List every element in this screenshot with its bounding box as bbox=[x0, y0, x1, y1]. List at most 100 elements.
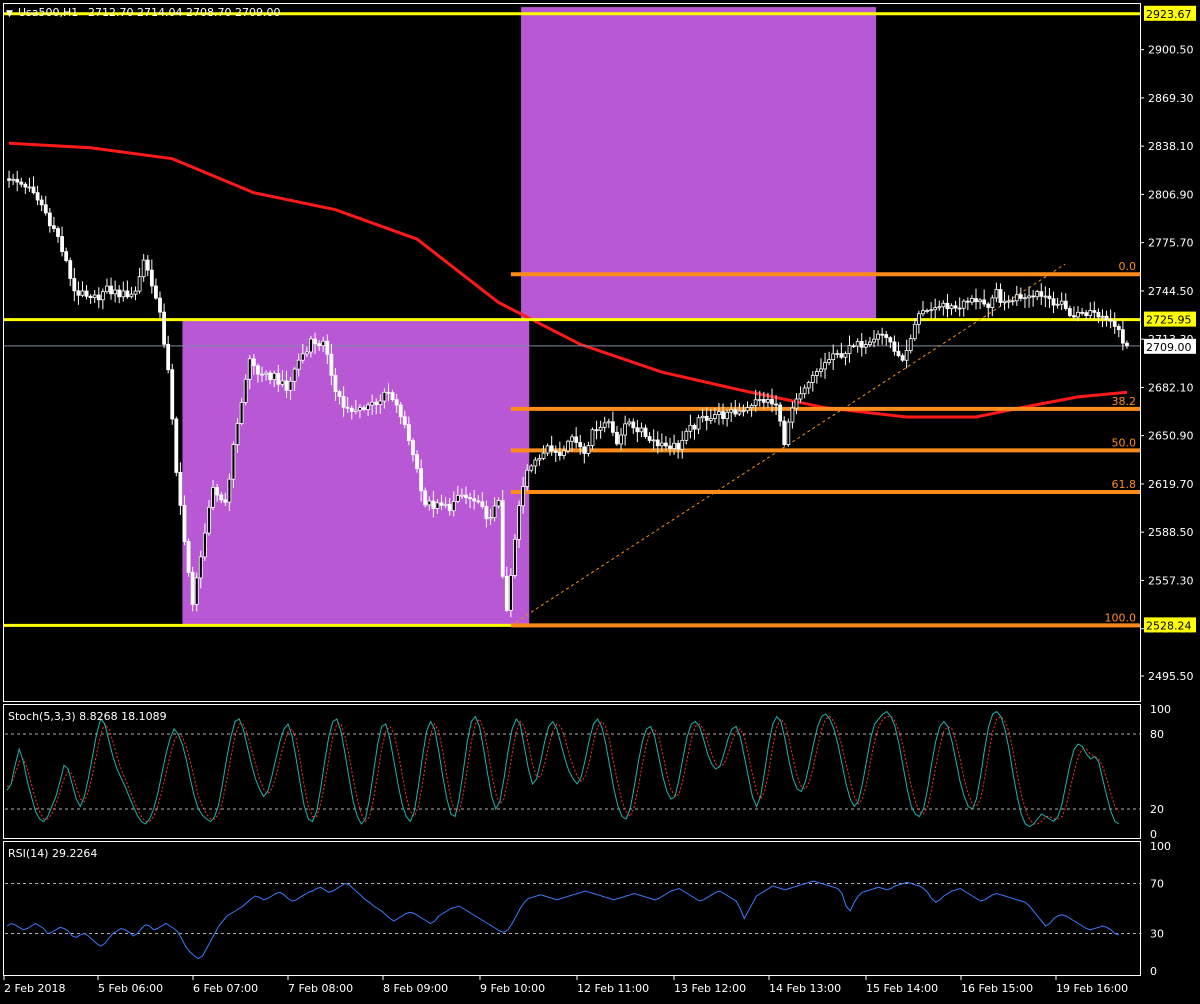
current-price-box bbox=[1144, 338, 1196, 354]
candle-body bbox=[741, 410, 746, 413]
candle-body bbox=[76, 290, 81, 296]
candle-body bbox=[1084, 312, 1089, 316]
price-tick-label-5: 2744.50 bbox=[1148, 285, 1194, 298]
price-tick-label-0: 2900.50 bbox=[1148, 44, 1194, 57]
candle-body bbox=[268, 372, 273, 380]
candle-body bbox=[80, 290, 85, 296]
candle-body bbox=[337, 391, 342, 397]
candle-body bbox=[912, 323, 917, 340]
candle-body bbox=[1047, 295, 1052, 300]
stoch-axis-label-2: 20 bbox=[1150, 803, 1164, 816]
candle-body bbox=[1023, 297, 1027, 300]
candle-body bbox=[712, 414, 717, 419]
candle-body bbox=[386, 391, 391, 394]
candle-body bbox=[855, 341, 860, 347]
candle-body bbox=[178, 472, 183, 506]
candle-body bbox=[566, 440, 570, 452]
candle-body bbox=[480, 501, 485, 507]
candle-body bbox=[309, 338, 313, 353]
time-tick-label-5: 9 Feb 10:00 bbox=[480, 982, 545, 995]
candle-body bbox=[831, 353, 836, 361]
candle-body bbox=[358, 407, 362, 411]
moving-average-layer bbox=[8, 141, 1128, 419]
candle-body bbox=[1031, 295, 1036, 298]
candle-body bbox=[113, 289, 118, 295]
candle-body bbox=[304, 351, 309, 355]
candle-body bbox=[1018, 294, 1023, 299]
candle-body bbox=[623, 423, 628, 436]
zones-layer bbox=[182, 7, 877, 626]
candle-body bbox=[19, 181, 24, 185]
candle-body bbox=[986, 303, 991, 308]
candle-body bbox=[533, 459, 538, 467]
candle-body bbox=[472, 498, 477, 502]
ohlc-label: 2712.70 2714.04 2708.70 2709.00 bbox=[88, 6, 280, 19]
candle-body bbox=[639, 427, 644, 433]
candle-body bbox=[341, 396, 346, 408]
candle-body bbox=[272, 372, 277, 380]
candle-body bbox=[1010, 300, 1015, 303]
candle-body bbox=[672, 442, 676, 450]
candle-body bbox=[1059, 300, 1064, 305]
candle-body bbox=[149, 269, 154, 287]
candle-body bbox=[207, 506, 211, 534]
candle-body bbox=[945, 302, 950, 310]
stoch-signal-line bbox=[6, 715, 1120, 825]
candle-body bbox=[256, 365, 260, 375]
time-tick-label-7: 13 Feb 12:00 bbox=[674, 982, 746, 995]
candle-body bbox=[814, 371, 819, 376]
candle-body bbox=[105, 285, 109, 293]
time-tick-label-6: 12 Feb 11:00 bbox=[577, 982, 649, 995]
candle-body bbox=[1072, 315, 1076, 318]
candle-body bbox=[810, 375, 815, 383]
candle-body bbox=[827, 359, 832, 364]
candle-body bbox=[353, 409, 358, 412]
candle-body bbox=[390, 392, 395, 400]
candle-body bbox=[125, 290, 130, 298]
candle-body bbox=[1108, 319, 1113, 322]
candle-body bbox=[1039, 291, 1044, 297]
candle-body bbox=[651, 439, 656, 442]
candle-body bbox=[978, 299, 982, 303]
candle-body bbox=[129, 293, 134, 298]
main-panel-border bbox=[3, 3, 1141, 702]
candle-body bbox=[549, 445, 554, 452]
candle-body bbox=[692, 424, 697, 430]
candle-body bbox=[1116, 326, 1121, 331]
candle-body bbox=[627, 421, 632, 425]
candle-body bbox=[937, 306, 942, 309]
candle-body bbox=[223, 499, 228, 503]
candle-body bbox=[508, 575, 513, 611]
candle-body bbox=[11, 178, 16, 181]
candle-body bbox=[296, 359, 301, 370]
candle-body bbox=[965, 300, 970, 303]
candle-body bbox=[264, 372, 268, 375]
candles-layer bbox=[7, 170, 1129, 618]
time-tick-label-9: 15 Feb 14:00 bbox=[866, 982, 938, 995]
candle-body bbox=[684, 430, 689, 441]
price-tick-label-1: 2869.30 bbox=[1148, 92, 1194, 105]
candle-body bbox=[162, 311, 166, 345]
candle-body bbox=[1027, 295, 1031, 299]
candle-body bbox=[72, 278, 77, 292]
time-tick-label-0: 2 Feb 2018 bbox=[4, 982, 65, 995]
candle-body bbox=[300, 353, 305, 361]
candle-body bbox=[1043, 295, 1048, 298]
candle-body bbox=[521, 486, 526, 507]
candle-body bbox=[56, 228, 60, 237]
candle-body bbox=[460, 494, 464, 497]
candle-body bbox=[231, 444, 236, 480]
candle-body bbox=[284, 380, 289, 391]
candle-body bbox=[680, 439, 685, 450]
chart-dropdown-icon[interactable]: ▼ bbox=[6, 9, 13, 19]
candle-body bbox=[1014, 294, 1019, 302]
candle-body bbox=[464, 494, 468, 498]
candle-body bbox=[574, 436, 579, 443]
candle-body bbox=[843, 353, 848, 358]
stoch-label: Stoch(5,3,3) 8.8268 18.1089 bbox=[8, 710, 167, 723]
candle-body bbox=[92, 294, 97, 298]
candle-body bbox=[953, 305, 958, 309]
candle-body bbox=[668, 445, 672, 450]
candle-body bbox=[15, 178, 20, 183]
candle-body bbox=[798, 393, 803, 400]
